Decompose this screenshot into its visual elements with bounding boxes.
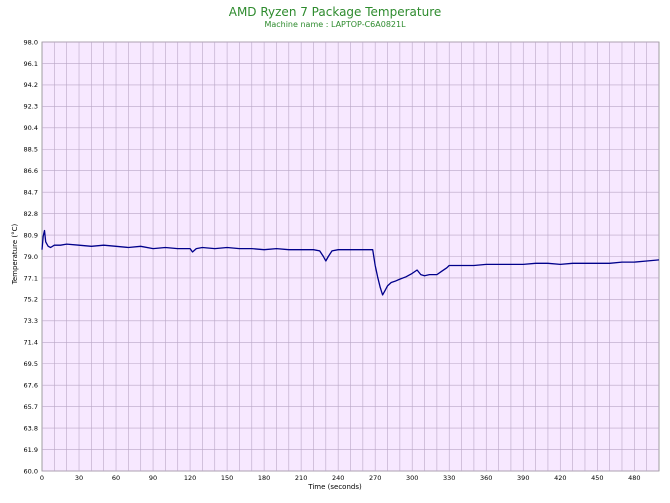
x-tick-label: 390 xyxy=(517,474,529,482)
temperature-series-line xyxy=(41,229,660,296)
x-tick-label: 300 xyxy=(406,474,418,482)
y-tick-label: 96.1 xyxy=(24,60,38,68)
x-tick-label: 270 xyxy=(369,474,381,482)
x-tick-label: 0 xyxy=(40,474,44,482)
y-tick-label: 84.7 xyxy=(24,188,38,196)
y-tick-label: 79.0 xyxy=(24,253,38,261)
y-tick-label: 80.9 xyxy=(24,231,38,239)
x-tick-label: 450 xyxy=(591,474,603,482)
x-tick-label: 480 xyxy=(628,474,640,482)
x-tick-labels: 0 30 60 90 120 150 180 210 240 270 300 330 360 390 420… xyxy=(40,474,641,482)
y-tick-label: 82.8 xyxy=(24,210,38,218)
y-tick-label: 67.6 xyxy=(24,382,38,390)
chart-title: AMD Ryzen 7 Package Temperature xyxy=(228,5,442,19)
y-tick-label: 88.5 xyxy=(24,146,38,154)
chart-subtitle: Machine name : LAPTOP-C6A0821L xyxy=(264,20,406,29)
y-tick-label: 69.5 xyxy=(24,360,38,368)
x-tick-label: 30 xyxy=(75,474,83,482)
y-tick-label: 98.0 xyxy=(24,38,38,46)
y-tick-label: 61.9 xyxy=(24,446,38,454)
y-tick-label: 90.4 xyxy=(24,124,38,132)
y-tick-label: 60.0 xyxy=(24,467,38,475)
x-tick-label: 150 xyxy=(221,474,233,482)
x-tick-label: 210 xyxy=(295,474,307,482)
x-tick-label: 60 xyxy=(112,474,120,482)
y-tick-label: 73.3 xyxy=(24,317,38,325)
x-tick-label: 180 xyxy=(258,474,270,482)
y-tick-label: 65.7 xyxy=(24,403,38,411)
y-tick-label: 63.8 xyxy=(24,424,38,432)
x-tick-label: 240 xyxy=(332,474,344,482)
y-tick-label: 75.2 xyxy=(24,296,38,304)
grid xyxy=(42,41,659,472)
x-axis-label: Time (seconds) xyxy=(308,483,362,491)
x-tick-label: 330 xyxy=(443,474,455,482)
x-tick-label: 90 xyxy=(149,474,157,482)
y-tick-label: 71.4 xyxy=(24,339,38,347)
x-tick-label: 120 xyxy=(184,474,196,482)
y-tick-label: 86.6 xyxy=(24,167,38,175)
y-tick-label: 94.2 xyxy=(24,81,38,89)
y-tick-labels: 98.0 96.1 94.2 92.3 90.4 88.5 86.6 84.7 82.8 80.9… xyxy=(24,38,38,475)
y-tick-label: 92.3 xyxy=(24,103,38,111)
y-tick-label: 77.1 xyxy=(24,274,38,282)
series-lines xyxy=(41,229,660,296)
x-tick-label: 420 xyxy=(554,474,566,482)
x-tick-label: 360 xyxy=(480,474,492,482)
